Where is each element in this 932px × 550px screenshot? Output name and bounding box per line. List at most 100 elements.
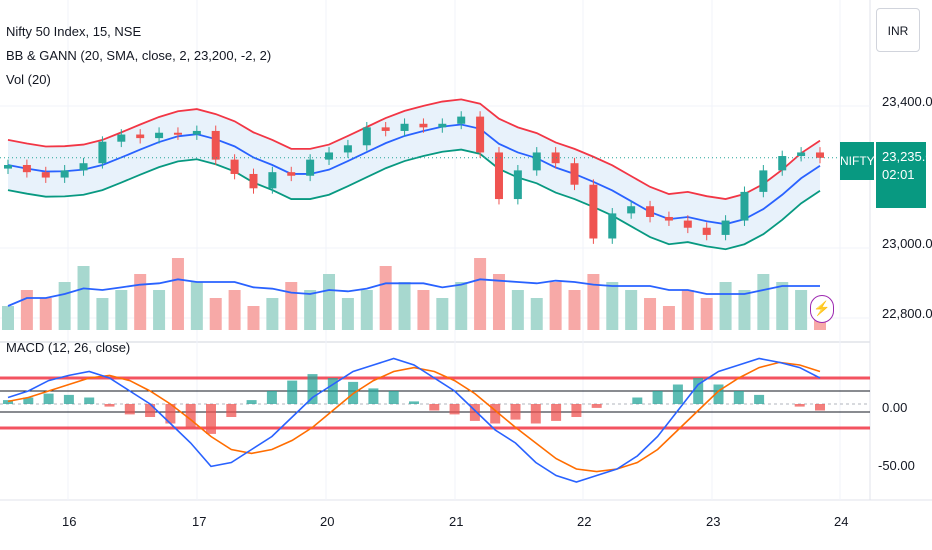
candle-body: [325, 152, 334, 160]
volume-bar: [587, 274, 600, 330]
lightning-icon[interactable]: ⚡: [810, 295, 834, 323]
price-label: 22,800.00: [882, 306, 932, 321]
candle-body: [173, 132, 182, 135]
volume-bar: [2, 306, 14, 330]
candle-body: [778, 156, 787, 171]
candle-body: [494, 152, 503, 200]
volume-bar: [58, 282, 71, 330]
macd-histogram-bar: [185, 404, 196, 428]
macd-histogram-bar: [165, 404, 176, 424]
volume-bar: [171, 258, 184, 330]
candle-body: [797, 152, 806, 157]
candle-body: [287, 172, 296, 176]
candle-body: [79, 163, 88, 171]
macd-histogram-bar: [815, 404, 825, 411]
macd-histogram-bar: [145, 404, 156, 417]
macd-histogram-bar: [429, 404, 440, 411]
macd-histogram-bar: [307, 374, 318, 404]
chart-title: Nifty 50 Index, 15, NSE: [6, 24, 142, 39]
lower-band-line: [7, 148, 821, 251]
volume-bar: [455, 282, 468, 330]
volume-bar: [644, 298, 657, 330]
candle-body: [381, 127, 390, 131]
candle-body: [589, 184, 598, 239]
candle-body: [627, 206, 636, 214]
candle-body: [98, 141, 107, 164]
volume-bar: [530, 298, 543, 330]
candle-body: [362, 127, 371, 146]
volume-bar: [398, 282, 411, 330]
macd-histogram-bar: [693, 378, 704, 404]
macd-histogram-bar: [246, 400, 257, 404]
symbol-badge: NIFTY: [840, 142, 875, 180]
candle-body: [740, 191, 749, 221]
candle-body: [343, 145, 352, 153]
macd-histogram-bar: [63, 394, 74, 404]
volume-bar: [625, 290, 638, 330]
macd-histogram-bar: [571, 404, 582, 417]
volume-bar: [511, 290, 524, 330]
macd-histogram-bar: [449, 404, 460, 415]
volume-bar: [606, 282, 619, 330]
volume-bar: [719, 282, 732, 330]
time-label: 24: [834, 514, 849, 529]
macd-histogram-bar: [287, 380, 298, 404]
time-label: 22: [577, 514, 592, 529]
candle-body: [816, 152, 824, 158]
candle-body: [683, 220, 692, 228]
volume-bar: [266, 298, 279, 330]
price-label: 23,400.00: [882, 94, 932, 109]
volume-bar: [228, 290, 241, 330]
time-label: 21: [449, 514, 464, 529]
macd-histogram-bar: [733, 391, 744, 404]
last-price-badge: 23,235.05 02:01: [876, 142, 932, 208]
candle-body: [4, 165, 12, 169]
volume-bar: [492, 274, 505, 330]
candle-body: [211, 130, 220, 160]
volume-bar: [360, 290, 373, 330]
volume-bar: [776, 282, 789, 330]
volume-bar: [134, 274, 147, 330]
candle-body: [192, 130, 201, 135]
time-label: 16: [62, 514, 77, 529]
macd-label: 0.00: [882, 400, 908, 415]
volume-bar: [209, 298, 222, 330]
candle-body: [268, 172, 277, 189]
candle-body: [721, 220, 730, 235]
bb-legend[interactable]: BB & GANN (20, SMA, close, 2, 23,200, -2…: [6, 48, 272, 63]
currency-button[interactable]: INR: [876, 8, 920, 52]
macd-histogram-bar: [469, 404, 480, 421]
candle-body: [608, 213, 617, 239]
volume-bar: [757, 274, 770, 330]
volume-bar: [190, 282, 203, 330]
volume-bar: [795, 290, 808, 330]
candle-body: [551, 152, 560, 164]
macd-legend[interactable]: MACD (12, 26, close): [6, 340, 131, 355]
macd-histogram-bar: [388, 391, 399, 404]
volume-bar: [681, 290, 694, 330]
candle-body: [532, 152, 541, 171]
signal-line: [7, 361, 821, 473]
macd-histogram-bar: [591, 404, 602, 408]
macd-histogram-bar: [713, 384, 724, 404]
time-label: 23: [706, 514, 721, 529]
candle-body: [230, 159, 239, 174]
candle-body: [646, 206, 655, 217]
volume-bar: [662, 306, 675, 330]
macd-histogram-bar: [368, 388, 379, 404]
candle-body: [117, 134, 126, 142]
candle-body: [306, 159, 315, 176]
volume-bar: [417, 290, 430, 330]
macd-histogram-bar: [3, 400, 13, 404]
volume-bar: [323, 274, 336, 330]
upper-band-line: [7, 98, 821, 200]
volume-bar: [341, 298, 354, 330]
vol-legend[interactable]: Vol (20): [6, 72, 51, 87]
macd-histogram-bar: [794, 404, 805, 407]
volume-bar: [96, 298, 109, 330]
band-fill: [8, 99, 820, 250]
last-price-value: 23,235.05: [882, 149, 932, 164]
macd-histogram-bar: [490, 404, 501, 424]
candle-body: [570, 163, 579, 185]
